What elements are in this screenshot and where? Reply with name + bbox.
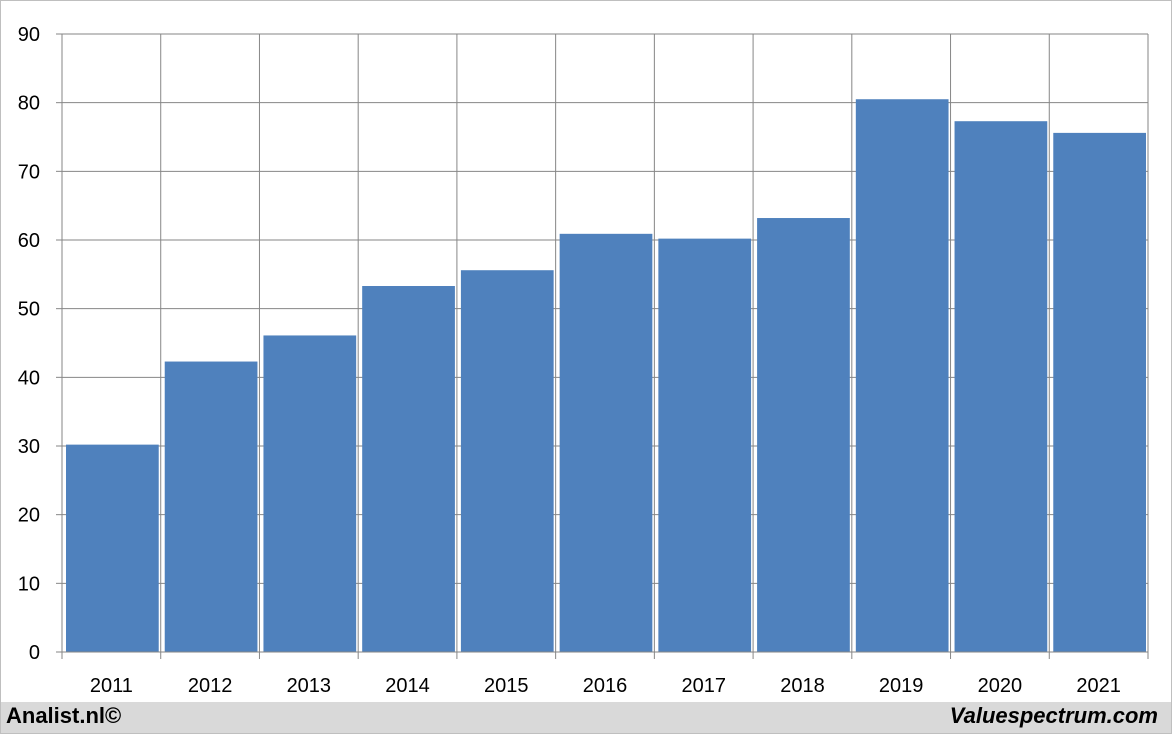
x-tick-label: 2018 [780,675,825,697]
bar-2012 [164,361,258,652]
axes [56,33,1149,659]
x-tick-label: 2012 [188,675,233,697]
y-tick-label: 10 [18,573,40,595]
y-tick-label: 80 [18,93,40,115]
x-tick-label: 2020 [978,675,1023,697]
x-tick-label: 2014 [385,675,430,697]
valuespectrum-credit: Valuespectrum.com [949,703,1158,728]
x-tick-label: 2019 [879,675,924,697]
bar-2011 [66,444,159,652]
y-tick-label: 50 [18,299,40,321]
y-tick-label: 20 [18,505,40,527]
bar-2013 [263,335,357,652]
x-tick-label: 2011 [90,675,133,697]
tick-labels: 0 10 20 30 40 50 60 70 80 90 2011 2012 2013 2014 2015 2… [18,24,1121,697]
x-tick-label: 2016 [583,675,628,697]
bar-2018 [757,218,850,652]
x-tick-label: 2021 [1076,675,1121,697]
x-tick-label: 2013 [287,675,332,697]
y-tick-label: 70 [18,161,40,183]
bars [66,99,1146,653]
bar-2017 [658,238,752,653]
x-tick-label: 2017 [681,675,726,697]
y-tick-label: 90 [18,24,40,46]
y-tick-label: 40 [18,367,40,389]
y-tick-label: 60 [18,230,40,252]
bar-2020 [954,121,1048,652]
y-tick-label: 0 [29,642,40,664]
bar-2014 [362,286,455,652]
analist-credit: Analist.nl© [6,703,122,728]
footer-band [1,702,1171,733]
y-tick-label: 30 [18,436,40,458]
bar-2021 [1053,132,1146,652]
x-tick-label: 2015 [484,675,529,697]
bar-2019 [855,99,949,652]
bar-2015 [460,270,554,652]
bar-2016 [559,233,653,652]
